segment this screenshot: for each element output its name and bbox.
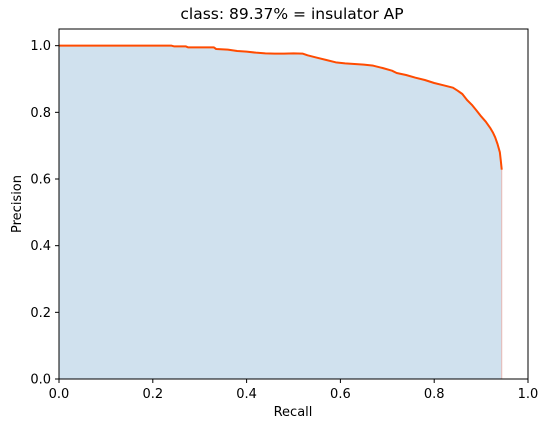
x-axis-label: Recall [274,405,313,420]
pr-area-fill [59,45,502,380]
y-axis-ticks: 0.0 0.2 0.4 0.6 0.8 1.0 [30,39,59,388]
x-tick-label: 0.6 [330,387,351,402]
y-tick-label: 0.6 [30,173,51,188]
x-axis-ticks: 0.0 0.2 0.4 0.6 0.8 1.0 [49,379,539,402]
y-tick-label: 0.8 [30,106,51,121]
x-tick-label: 0.2 [142,387,163,402]
x-tick-label: 0.0 [49,387,70,402]
y-axis-label: Precision [10,175,25,233]
y-tick-label: 0.2 [30,306,51,321]
y-tick-label: 0.4 [30,239,51,254]
x-tick-label: 0.4 [236,387,257,402]
chart-title: class: 89.37% = insulator AP [180,5,403,23]
pr-curve-line [59,44,503,170]
y-tick-label: 1.0 [30,39,51,54]
y-tick-label: 0.0 [30,373,51,388]
axes-frame [58,28,529,380]
plot-area [59,44,503,380]
x-tick-label: 0.8 [424,387,445,402]
x-tick-label: 1.0 [518,387,539,402]
